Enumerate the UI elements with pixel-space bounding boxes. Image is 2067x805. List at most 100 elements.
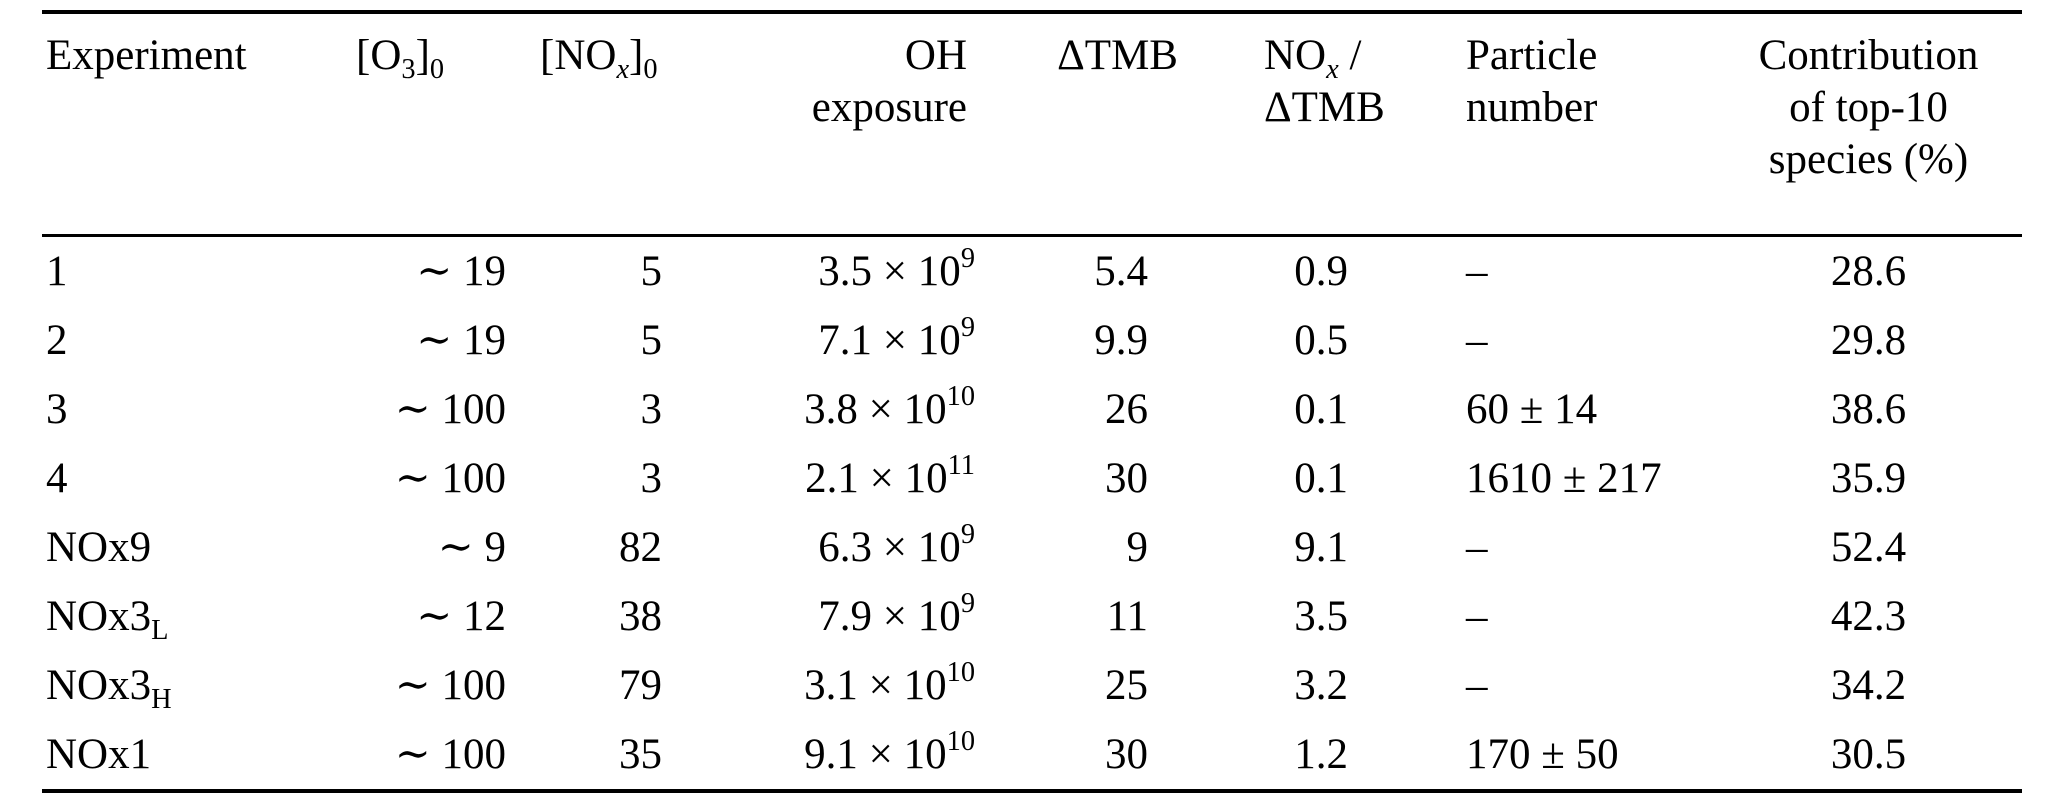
text-segment-sup: 9 <box>960 243 975 275</box>
cell-experiment: 2 <box>46 317 68 364</box>
text-segment-sup: 10 <box>946 657 975 689</box>
cell-particle-number: – <box>1466 317 1488 364</box>
cell-top10-contribution: 35.9 <box>1830 455 1907 502</box>
cell-o3-initial: ∼ 100 <box>394 731 506 778</box>
table-row-exp-1: 1 ∼ 19 5 3.5 × 109 5.4 0.9 – 28.6 <box>42 236 2022 307</box>
cell-oh-exposure: 7.9 × 109 <box>818 588 975 640</box>
cell-oh-exposure: 9.1 × 1010 <box>804 726 975 778</box>
cell-experiment: NOx1 <box>46 731 152 778</box>
cell-top10-contribution: 29.8 <box>1830 317 1907 364</box>
cell-o3-initial: ∼ 100 <box>394 386 506 433</box>
header-line: Contribution <box>1758 32 1979 79</box>
header-line: OH <box>904 32 967 79</box>
cell-experiment: 4 <box>46 455 68 502</box>
column-header-oh-exposure: OH exposure <box>690 12 985 237</box>
text-segment-sup: 9 <box>960 588 975 620</box>
experiments-table: Experiment [O3]0 [NOx]0 OH exposure ΔTMB NOx /… <box>42 10 2022 793</box>
header-line: NOx / <box>1264 32 1362 85</box>
cell-oh-exposure: 7.1 × 109 <box>818 312 975 364</box>
cell-experiment: 3 <box>46 386 68 433</box>
cell-nox-initial: 82 <box>619 524 662 571</box>
cell-oh-exposure: 2.1 × 1011 <box>805 450 975 502</box>
table-row-exp-nox1: NOx1 ∼ 100 35 9.1 × 1010 30 1.2 170 ± 50 30.5 <box>42 720 2022 791</box>
cell-nox-per-delta-tmb: 0.9 <box>1294 248 1348 295</box>
column-header-nox-initial: [NOx]0 <box>520 12 690 237</box>
cell-delta-tmb: 9.9 <box>1094 317 1148 364</box>
text-segment-sup: 9 <box>960 312 975 344</box>
column-header-nox-per-delta-tmb: NOx / ΔTMB <box>1180 12 1420 237</box>
header-line: ΔTMB <box>1264 84 1385 131</box>
text-segment-sup: 11 <box>947 450 975 482</box>
text-segment-sub: 0 <box>643 53 658 85</box>
cell-delta-tmb: 9 <box>1126 524 1149 571</box>
table-row-exp-nox3h: NOx3H ∼ 100 79 3.1 × 1010 25 3.2 – 34.2 <box>42 651 2022 720</box>
cell-delta-tmb: 11 <box>1106 593 1148 640</box>
cell-nox-per-delta-tmb: 9.1 <box>1294 524 1348 571</box>
cell-nox-per-delta-tmb: 3.2 <box>1294 662 1348 709</box>
cell-top10-contribution: 38.6 <box>1830 386 1907 433</box>
cell-nox-initial: 35 <box>619 731 662 778</box>
cell-o3-initial: ∼ 9 <box>437 524 506 571</box>
cell-o3-initial: ∼ 19 <box>416 317 506 364</box>
header-line: Particle <box>1466 32 1598 79</box>
cell-nox-initial: 3 <box>640 455 663 502</box>
cell-particle-number: – <box>1466 248 1488 295</box>
text-segment-sup: 10 <box>946 726 975 758</box>
table-header: Experiment [O3]0 [NOx]0 OH exposure ΔTMB NOx /… <box>42 12 2022 237</box>
header-line: Experiment <box>46 32 247 79</box>
column-header-top10-contribution: Contribution of top-10 species (%) <box>1715 12 2022 237</box>
cell-particle-number: 60 ± 14 <box>1466 386 1598 433</box>
table-row-exp-nox9: NOx9 ∼ 9 82 6.3 × 109 9 9.1–52.4 <box>42 513 2022 582</box>
text-segment-sup: 10 <box>946 381 975 413</box>
table-row-exp-2: 2 ∼ 19 5 7.1 × 109 9.9 0.5 – 29.8 <box>42 306 2022 375</box>
cell-nox-initial: 5 <box>640 317 663 364</box>
cell-nox-initial: 3 <box>640 386 663 433</box>
cell-particle-number: 170 ± 50 <box>1466 731 1619 778</box>
cell-o3-initial: ∼ 100 <box>394 455 506 502</box>
text-segment-sub-i: x <box>616 53 630 85</box>
cell-nox-per-delta-tmb: 1.2 <box>1294 731 1348 778</box>
cell-o3-initial: ∼ 19 <box>416 248 506 295</box>
column-header-delta-tmb: ΔTMB <box>985 12 1180 237</box>
cell-nox-initial: 5 <box>640 248 663 295</box>
cell-particle-number: – <box>1466 524 1488 571</box>
cell-particle-number: – <box>1466 593 1488 640</box>
cell-delta-tmb: 30 <box>1105 731 1148 778</box>
cell-delta-tmb: 30 <box>1105 455 1148 502</box>
table-row-exp-3: 3 ∼ 100 3 3.8 × 1010 26 0.1 60 ± 14 38.6 <box>42 375 2022 444</box>
cell-particle-number: – <box>1466 662 1488 709</box>
cell-o3-initial: ∼ 100 <box>394 662 506 709</box>
header-line: number <box>1466 84 1598 131</box>
cell-oh-exposure: 6.3 × 109 <box>818 519 975 571</box>
header-row: Experiment [O3]0 [NOx]0 OH exposure ΔTMB NOx /… <box>42 12 2022 237</box>
cell-nox-per-delta-tmb: 0.1 <box>1294 386 1348 433</box>
cell-oh-exposure: 3.1 × 1010 <box>804 657 975 709</box>
header-line: species (%) <box>1768 136 1969 183</box>
table-row-exp-4: 4 ∼ 100 3 2.1 × 1011 30 0.1 1610 ± 217 35.9 <box>42 444 2022 513</box>
header-line: exposure <box>811 84 967 131</box>
cell-top10-contribution: 28.6 <box>1830 248 1907 295</box>
cell-nox-per-delta-tmb: 0.1 <box>1294 455 1348 502</box>
cell-experiment: NOx9 <box>46 524 152 571</box>
cell-nox-per-delta-tmb: 3.5 <box>1294 593 1348 640</box>
column-header-particle-number: Particle number <box>1420 12 1715 237</box>
column-header-experiment: Experiment <box>42 12 332 237</box>
text-segment-sub: 0 <box>429 53 445 85</box>
cell-o3-initial: ∼ 12 <box>416 593 506 640</box>
cell-top10-contribution: 42.3 <box>1830 593 1907 640</box>
cell-experiment: 1 <box>46 248 68 295</box>
header-line: of top-10 <box>1789 84 1948 131</box>
cell-top10-contribution: 30.5 <box>1830 731 1907 778</box>
cell-nox-initial: 79 <box>619 662 662 709</box>
text-segment-sub: L <box>151 614 169 646</box>
cell-experiment: NOx3H <box>46 662 172 715</box>
text-segment-sub: 3 <box>401 53 416 85</box>
text-segment-sub-i: x <box>1326 53 1339 85</box>
text-segment-sup: 9 <box>960 519 975 551</box>
cell-nox-initial: 38 <box>619 593 662 640</box>
cell-oh-exposure: 3.8 × 1010 <box>804 381 975 433</box>
cell-nox-per-delta-tmb: 0.5 <box>1294 317 1348 364</box>
cell-top10-contribution: 52.4 <box>1830 524 1907 571</box>
header-line: [O3]0 <box>356 32 445 85</box>
